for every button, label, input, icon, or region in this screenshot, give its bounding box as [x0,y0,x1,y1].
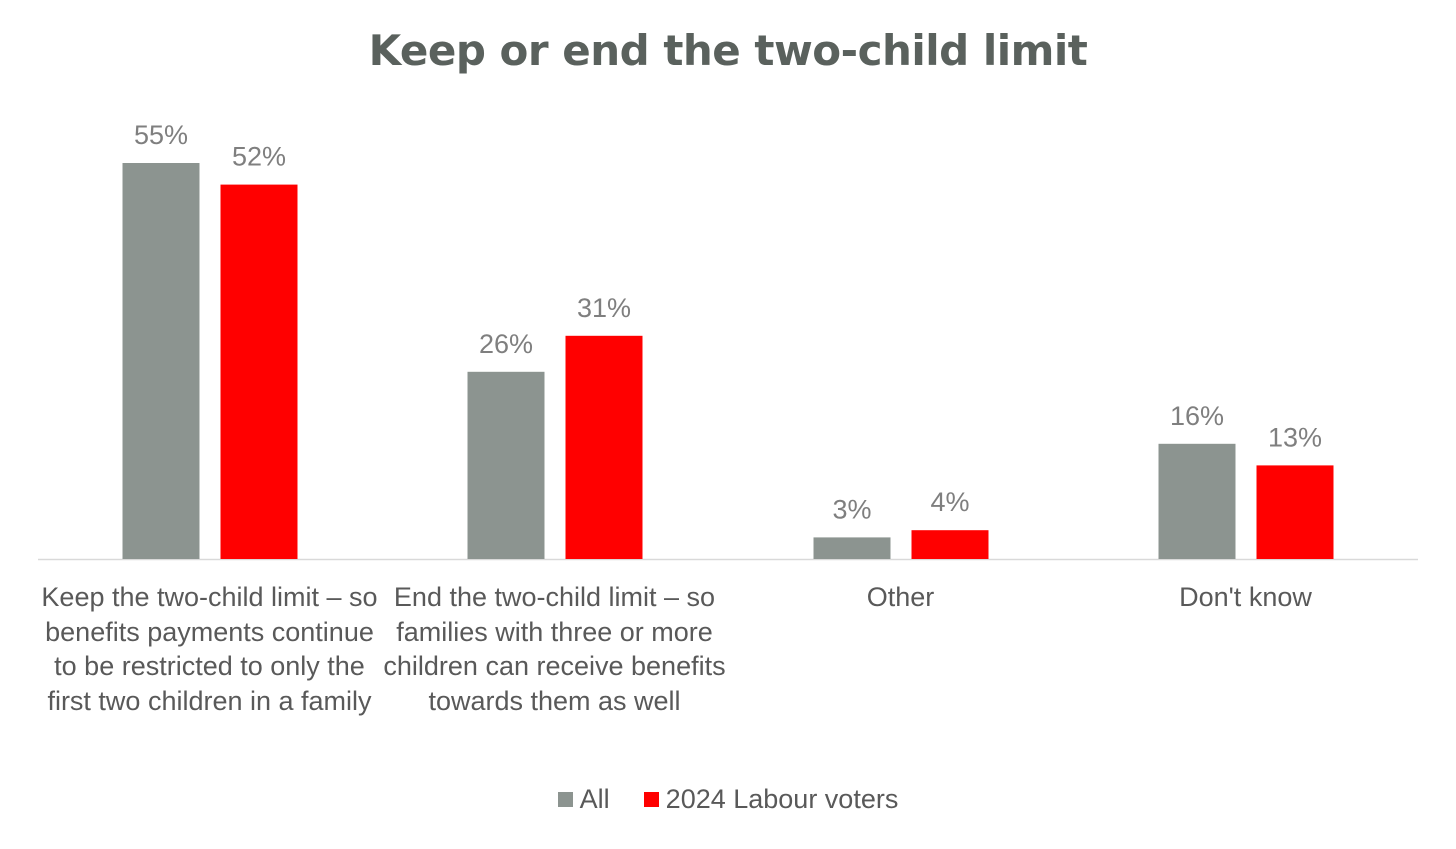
category-label-other: Other [866,582,935,612]
data-label-all-2: 3% [832,494,871,524]
legend-label-all: All [579,784,610,814]
category-label-keep: Keep the two-child limit – so benefits p… [41,582,378,716]
data-label-labour-1: 31% [577,293,631,323]
data-label-all-0: 55% [134,120,188,150]
legend-swatch-labour [643,792,659,807]
bar-all-0 [122,163,200,559]
legend-label-labour: 2024 Labour voters [665,784,899,814]
bar-all-1 [467,371,545,559]
data-label-labour-2: 4% [930,487,969,517]
data-label-labour-3: 13% [1268,422,1322,452]
category-label-end: End the two-child limit – so families wi… [383,582,726,716]
data-label-all-1: 26% [479,329,533,359]
bar-labour-0 [220,184,298,559]
legend: All 2024 Labour voters [0,784,1456,815]
bar-labour-2 [911,530,989,559]
chart-title: Keep or end the two-child limit [368,26,1088,75]
bar-labour-3 [1256,465,1334,559]
data-label-all-3: 16% [1170,401,1224,431]
legend-item-all: All [557,784,610,815]
bar-all-3 [1158,443,1236,559]
legend-swatch-all [557,792,573,807]
category-label-dont-know: Don't know [1179,582,1312,612]
bar-labour-1 [565,335,643,559]
data-label-labour-0: 52% [232,142,286,172]
bar-all-2 [813,537,891,559]
legend-item-labour: 2024 Labour voters [643,784,899,815]
